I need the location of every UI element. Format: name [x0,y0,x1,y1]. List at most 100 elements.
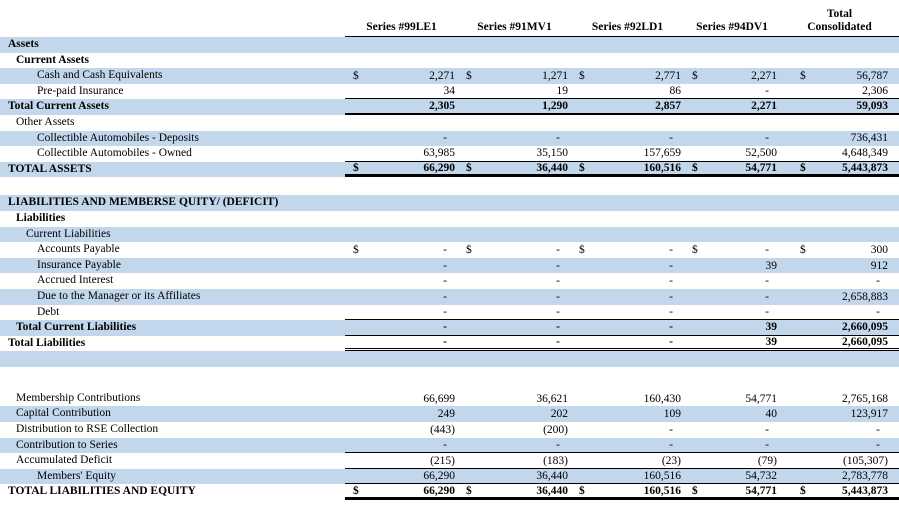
cell-value: 35,150 [536,147,568,160]
cell-value: 2,857 [655,100,681,113]
cell: - [458,258,571,274]
dollar-sign: $ [466,484,472,497]
cell: - [345,336,458,349]
row-label: Liabilities [16,211,66,224]
cell: - [571,131,684,147]
cell: $54,771 [684,162,780,175]
dollar-sign: $ [692,484,698,497]
table-row: Collectible Automobiles - Owned 63,985 35,… [0,146,899,162]
cell-value: 36,440 [536,162,568,175]
row-values: - - - - 2,658,883 [345,289,899,305]
cell: 160,516 [571,469,684,484]
cell-value: 54,771 [745,392,777,405]
cell-value: - [443,290,447,303]
column-header-total-consolidated: Total Consolidated [780,8,899,36]
row-label: Due to the Manager or its Affiliates [37,289,201,302]
cell-value: - [556,290,560,303]
row-values [345,227,899,243]
cell-value: - [669,243,673,256]
cell-value: 160,516 [643,162,681,175]
cell-value: 2,305 [429,100,455,113]
row-values: 66,290 36,440 160,516 54,732 2,783,778 [345,469,899,485]
table-row: Membership Contributions 66,699 36,621 160,… [0,391,899,407]
cell: 2,765,168 [780,391,899,407]
row-label: Debt [37,305,60,318]
cell-value: 39 [765,259,778,272]
cell: - [345,305,458,320]
row-label: TOTAL LIABILITIES AND EQUITY [8,485,196,498]
row-label: Current Assets [16,53,89,66]
cell-value: - [556,132,560,145]
cell: 34 [345,84,458,99]
cell: - [345,131,458,147]
row-label: Assets [8,38,39,50]
cell: 39 [684,336,780,349]
cell: $ - [458,242,571,258]
cell-value: 34 [443,85,456,98]
row-label: LIABILITIES AND MEMBERSE QUITY/ (DEFICIT… [8,196,279,209]
cell-value: (215) [430,454,455,467]
cell-value: 66,699 [423,392,455,405]
cell-value: (23) [661,454,681,467]
cell: $2,771 [571,68,684,84]
row-label: Accounts Payable [37,243,120,256]
cell: - [571,422,684,438]
cell: 157,659 [571,146,684,161]
cell-value: - [669,275,673,288]
cell: 202 [458,406,571,422]
cell: 54,771 [684,391,780,407]
cell-value: 2,660,095 [842,321,888,334]
table-row: Total Liabilities - - - 39 2,660,095 [0,336,899,352]
cell-value: 157,659 [643,147,681,160]
cell-value: 54,771 [745,484,777,497]
cell: - [345,320,458,335]
cell-value: - [765,243,769,256]
dollar-sign: $ [466,243,472,256]
cell-value: - [765,290,769,303]
blank-row [0,367,899,391]
cell-value: - [443,259,447,272]
row-values: - - - - 736,431 [345,131,899,147]
cell: 2,660,095 [780,336,899,349]
cell-value: - [443,305,447,318]
cell: - [684,422,780,438]
cell: - [345,258,458,274]
header-values: Series #99LE1 Series #91MV1 Series #92LD… [345,0,899,37]
cell-value: 59,093 [856,100,888,113]
table-row: Debt - - - - - [0,305,899,321]
cell: $66,290 [345,162,458,175]
cell-value: 1,271 [542,69,568,82]
cell: - [780,305,899,320]
row-values: ----- [345,273,899,289]
row-label: Members' Equity [37,469,117,482]
column-header-series-92ld1: Series #92LD1 [591,21,664,33]
row-label: Collectible Automobiles - Owned [37,147,192,160]
cell-value: - [876,438,880,451]
cell-value: 36,440 [536,470,568,483]
row-values: ----- [345,305,899,321]
cell-value: 109 [663,408,681,421]
cell: - [458,305,571,320]
cell-value: 2,271 [751,100,777,113]
dollar-sign: $ [579,484,585,497]
cell-value: - [765,305,769,318]
row-label: Total Current Liabilities [16,321,137,334]
cell: - [571,336,684,349]
dollar-sign: $ [800,69,806,82]
cell: - [571,273,684,289]
cell-value: 736,431 [850,132,888,145]
cell: - [684,289,780,305]
cell: (443) [345,422,458,438]
cell: 63,985 [345,146,458,161]
cell-value: 2,783,778 [842,470,888,483]
cell-value: 2,765,168 [842,392,888,405]
row-values: 249 202 109 40 123,917 [345,406,899,422]
cell-value: 123,917 [850,408,888,421]
blank-row [0,351,899,367]
cell: $ - [684,242,780,258]
table-row: Cash and Cash Equivalents $2,271 $1,271 $2,… [0,68,899,84]
cell: - [684,131,780,147]
cell: - [458,131,571,147]
row-values: $66,290 $36,440 $160,516 $54,771 $5,443,873 [345,162,899,178]
cell: 2,660,095 [780,320,899,335]
